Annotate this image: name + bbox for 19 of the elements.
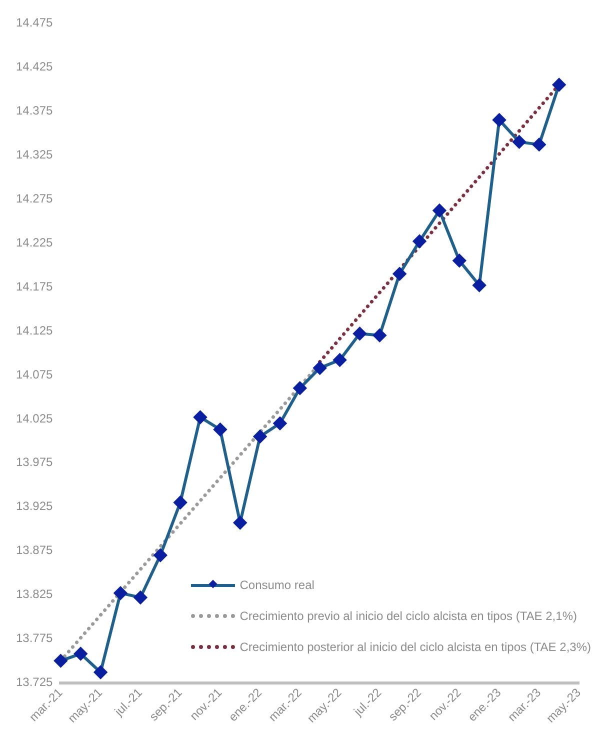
y-tick-label: 14.175 bbox=[16, 279, 54, 294]
y-tick-label: 14.375 bbox=[16, 103, 54, 118]
y-tick-label: 13.725 bbox=[16, 675, 54, 690]
y-tick-label: 14.475 bbox=[16, 16, 54, 30]
y-tick-label: 14.025 bbox=[16, 411, 54, 426]
y-tick-label: 13.775 bbox=[16, 631, 54, 646]
y-tick-label: 14.275 bbox=[16, 191, 54, 206]
legend-label: Crecimiento previo al inicio del ciclo alcista en tipos (TAE 2,1%) bbox=[240, 609, 577, 623]
y-tick-label: 14.425 bbox=[16, 59, 54, 74]
y-tick-label: 14.325 bbox=[16, 147, 54, 162]
y-tick-label: 14.075 bbox=[16, 367, 54, 382]
y-tick-label: 13.875 bbox=[16, 543, 54, 558]
y-tick-label: 14.125 bbox=[16, 323, 54, 338]
y-tick-label: 13.975 bbox=[16, 455, 54, 470]
y-tick-label: 14.225 bbox=[16, 235, 54, 250]
legend-label: Crecimiento posterior al inicio del ciclo alcista en tipos (TAE 2,3%) bbox=[240, 640, 591, 654]
legend-label: Consumo real bbox=[240, 578, 314, 592]
y-tick-label: 13.925 bbox=[16, 499, 54, 514]
y-tick-label: 13.825 bbox=[16, 587, 54, 602]
